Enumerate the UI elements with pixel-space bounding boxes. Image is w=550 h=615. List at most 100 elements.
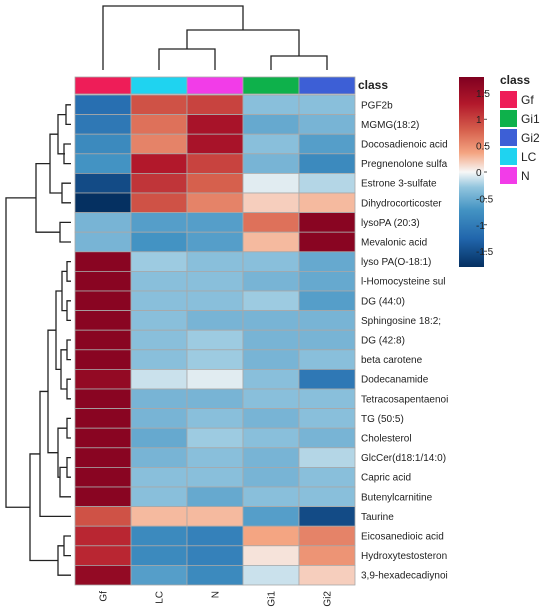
heatmap-cell-docosadienoic-acid-gi2 [298, 133, 356, 155]
row-dendrogram-branch [63, 143, 71, 165]
row-label: Cholesterol [361, 434, 412, 445]
row-label: lysoPA (20:3) [361, 218, 420, 229]
row-label: Capric acid [361, 473, 411, 484]
heatmap-cell-pregnenolone-sulfa-gi1 [242, 153, 300, 174]
heatmap-cell-butenylcarnitine-lc [130, 486, 188, 508]
row-label: l-Homocysteine sul [361, 277, 445, 288]
heatmap-cell-mevalonic-acid-gf [74, 231, 132, 253]
heatmap-cell-hydroxytestosteron-gi1 [242, 545, 300, 566]
row-dendrogram-branch [39, 390, 71, 518]
heatmap-cell-dihydrocorticoster-gi1 [242, 192, 300, 214]
heatmap-cell-beta-carotene-gf [74, 349, 132, 370]
heatmap-cell-pregnenolone-sulfa-lc [130, 153, 188, 174]
row-label: Butenylcarnitine [361, 492, 433, 503]
heatmap-cell-pgf2b-gi1 [242, 94, 300, 116]
annotation-cell-gi1 [242, 76, 300, 95]
annotation-cell-gf [74, 76, 132, 95]
row-dendrogram-branch [59, 466, 71, 498]
heatmap-cell-cholesterol-gf [74, 427, 132, 449]
heatmap-cell-dodecanamide-gi2 [298, 368, 356, 390]
heatmap-cell-mgmg-18-2-n [186, 114, 244, 135]
heatmap-cell-mevalonic-acid-gi1 [242, 231, 300, 253]
row-label: PGF2b [361, 100, 393, 111]
heatmap-cell-dg-42-8-gf [74, 329, 132, 351]
heatmap-cell-mgmg-18-2-gf [74, 114, 132, 135]
legend-swatch-gi1 [500, 110, 517, 127]
heatmap-cell-tg-50-5-gi1 [242, 408, 300, 429]
heatmap-cell-pregnenolone-sulfa-n [186, 153, 244, 174]
row-dendrogram [5, 104, 71, 576]
heatmap-cell-tetracosapentaenoi-lc [130, 388, 188, 410]
row-label: beta carotene [361, 355, 423, 366]
legend-swatch-gf [500, 91, 517, 108]
legend-swatch-n [500, 167, 517, 184]
column-labels: Gf LC N Gi1 Gi2 [99, 591, 334, 607]
heatmap-cell-taurine-gi2 [298, 506, 356, 527]
heatmap-cell-glccer-d18-1-14-0-gi2 [298, 447, 356, 468]
heatmap-cell-pgf2b-gf [74, 94, 132, 116]
heatmap-cell-eicosanedioic-acid-gf [74, 525, 132, 547]
annotation-label: class [358, 78, 388, 92]
heatmap-cell-docosadienoic-acid-lc [130, 133, 188, 155]
heatmap-cell-tg-50-5-n [186, 408, 244, 429]
heatmap-cell-lyso-pa-o-18-1-gf [74, 251, 132, 272]
heatmap-cell-hydroxytestosteron-lc [130, 545, 188, 566]
column-dendrogram-branch [102, 5, 244, 70]
heatmap-cell-tetracosapentaenoi-gi1 [242, 388, 300, 410]
heatmap-cell-lysopa-20-3-gi2 [298, 212, 356, 233]
heatmap-cell-beta-carotene-n [186, 349, 244, 370]
heatmap-cell-mevalonic-acid-gi2 [298, 231, 356, 253]
colorbar-tick-label: -0.5 [476, 194, 494, 205]
colorbar-tick-label: 0 [476, 168, 482, 179]
heatmap-cell-cholesterol-gi2 [298, 427, 356, 449]
heatmap-cell-lyso-pa-o-18-1-n [186, 251, 244, 272]
heatmap-cell-dg-44-0-n [186, 290, 244, 312]
heatmap-cell-tetracosapentaenoi-gf [74, 388, 132, 410]
column-label: Gi1 [267, 591, 278, 607]
row-dendrogram-branch [66, 260, 71, 282]
row-label: Dodecanamide [361, 375, 429, 386]
row-label: Eicosanedioic acid [361, 532, 444, 543]
heatmap-cell-dg-44-0-lc [130, 290, 188, 312]
row-dendrogram-branch [66, 378, 71, 400]
row-label: Sphingosine 18:2; [361, 316, 441, 327]
column-label: Gf [99, 591, 110, 602]
row-dendrogram-branch [59, 221, 71, 243]
row-label: DG (44:0) [361, 296, 405, 307]
row-dendrogram-branch [63, 535, 71, 557]
heatmap-cell-cholesterol-lc [130, 427, 188, 449]
heatmap-cell-capric-acid-gf [74, 466, 132, 488]
heatmap-cell-sphingosine-18-2-gi1 [242, 310, 300, 331]
heatmap-cell-pregnenolone-sulfa-gf [74, 153, 132, 174]
heatmap-cell-dg-42-8-n [186, 329, 244, 351]
row-label: MGMG(18:2) [361, 120, 419, 131]
heatmap-cell-3-9-hexadecadiynoi-gi1 [242, 565, 300, 586]
legend-label: Gf [521, 93, 534, 107]
row-dendrogram-branch [60, 349, 67, 390]
heatmap-cell-capric-acid-gi1 [242, 466, 300, 488]
row-dendrogram-branch [61, 182, 71, 204]
heatmap-cell-dihydrocorticoster-lc [130, 192, 188, 214]
legend-label: Gi1 [521, 112, 540, 126]
heatmap-cell-l-homocysteine-sul-gi2 [298, 270, 356, 292]
heatmap-cell-l-homocysteine-sul-gf [74, 270, 132, 292]
heatmap-cell-taurine-gi1 [242, 506, 300, 527]
legend-title: class [500, 73, 530, 87]
heatmap-cell-lyso-pa-o-18-1-gi1 [242, 251, 300, 272]
heatmap-cell-estrone-3-sulfate-n [186, 172, 244, 194]
row-dendrogram-branch [5, 197, 36, 508]
legend-swatch-lc [500, 148, 517, 165]
heatmap-cell-glccer-d18-1-14-0-gf [74, 447, 132, 468]
heatmap-cell-estrone-3-sulfate-lc [130, 172, 188, 194]
heatmap-cell-glccer-d18-1-14-0-gi1 [242, 447, 300, 468]
heatmap-cell-mgmg-18-2-lc [130, 114, 188, 135]
heatmap-cell-pgf2b-gi2 [298, 94, 356, 116]
heatmap-cell-butenylcarnitine-gi1 [242, 486, 300, 508]
class-annotation-bar [74, 76, 356, 95]
heatmap-cell-docosadienoic-acid-gf [74, 133, 132, 155]
heatmap-cell-estrone-3-sulfate-gi2 [298, 172, 356, 194]
heatmap-cell-cholesterol-gi1 [242, 427, 300, 449]
heatmap-cell-pregnenolone-sulfa-gi2 [298, 153, 356, 174]
column-label: LC [155, 591, 166, 604]
legend-items: Gf Gi1 Gi2 LC N [500, 91, 540, 184]
